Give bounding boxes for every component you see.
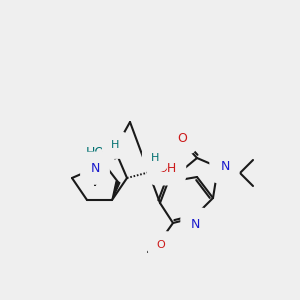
- Text: O: O: [157, 240, 165, 250]
- Text: N: N: [191, 218, 201, 230]
- Text: HO: HO: [85, 146, 105, 158]
- Text: H: H: [151, 153, 159, 163]
- Text: N: N: [219, 160, 229, 173]
- Text: O: O: [177, 131, 187, 145]
- Text: N: N: [190, 218, 200, 232]
- Text: H: H: [111, 140, 119, 150]
- Text: OH: OH: [157, 163, 176, 176]
- Polygon shape: [112, 182, 120, 200]
- Text: N: N: [90, 161, 100, 175]
- Text: N: N: [220, 160, 230, 172]
- Text: N: N: [90, 161, 100, 175]
